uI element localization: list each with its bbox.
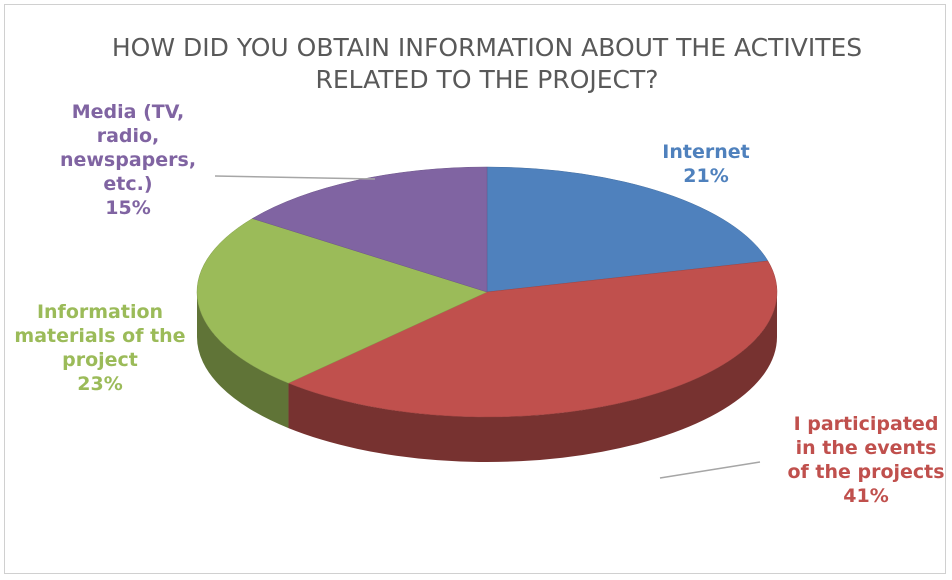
value-label: 23%	[77, 373, 123, 395]
chart-title: HOW DID YOU OBTAIN INFORMATION ABOUT THE…	[111, 33, 863, 94]
pie-slice	[486, 166, 769, 293]
data-label: Information materials of the project 23%	[10, 300, 190, 396]
data-label: Media (TV, radio, newspapers, etc.) 15%	[43, 100, 213, 220]
pie-side	[288, 292, 777, 462]
data-label: I participated in the events of the proj…	[786, 412, 946, 508]
leader-line	[659, 461, 761, 479]
value-label: 15%	[105, 197, 151, 219]
pie-side	[197, 292, 289, 429]
leader-line	[214, 175, 376, 180]
pie-slice	[196, 218, 488, 384]
category-label: I participated in the events of the proj…	[787, 413, 945, 483]
category-label: Information materials of the project	[14, 301, 186, 371]
data-label: Internet 21%	[641, 140, 771, 188]
chart-frame	[4, 4, 946, 574]
pie-slice	[287, 260, 778, 418]
value-label: 41%	[843, 485, 889, 507]
category-label: Internet	[662, 141, 750, 163]
category-label: Media (TV, radio, newspapers, etc.)	[59, 101, 197, 195]
pie-slice	[251, 166, 488, 293]
value-label: 21%	[683, 165, 729, 187]
